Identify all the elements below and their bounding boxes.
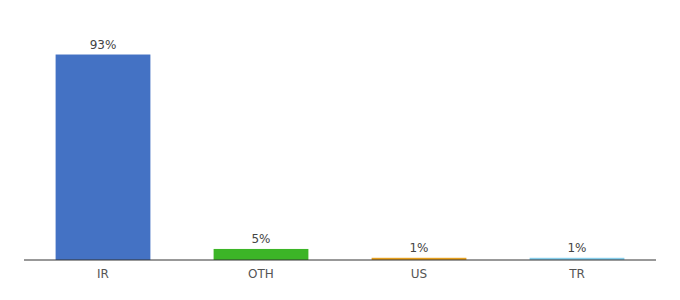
data-label: 93% xyxy=(90,38,117,52)
bar xyxy=(214,249,309,260)
x-tick-label: IR xyxy=(97,267,109,281)
data-label: 1% xyxy=(409,241,428,255)
data-labels: 93% 5% 1% 1% xyxy=(90,38,587,255)
chart-container: IR OTH US TR 93% 5% 1% 1% xyxy=(0,0,680,300)
bar xyxy=(56,55,151,260)
chart: IR OTH US TR 93% 5% 1% 1% xyxy=(0,0,680,300)
data-label: 1% xyxy=(567,241,586,255)
bars xyxy=(56,55,625,260)
data-label: 5% xyxy=(251,232,270,246)
x-tick-label: TR xyxy=(568,267,585,281)
x-axis: IR OTH US TR xyxy=(24,260,656,281)
x-axis-line xyxy=(24,260,656,261)
x-tick-label: OTH xyxy=(248,267,274,281)
x-tick-label: US xyxy=(411,267,427,281)
